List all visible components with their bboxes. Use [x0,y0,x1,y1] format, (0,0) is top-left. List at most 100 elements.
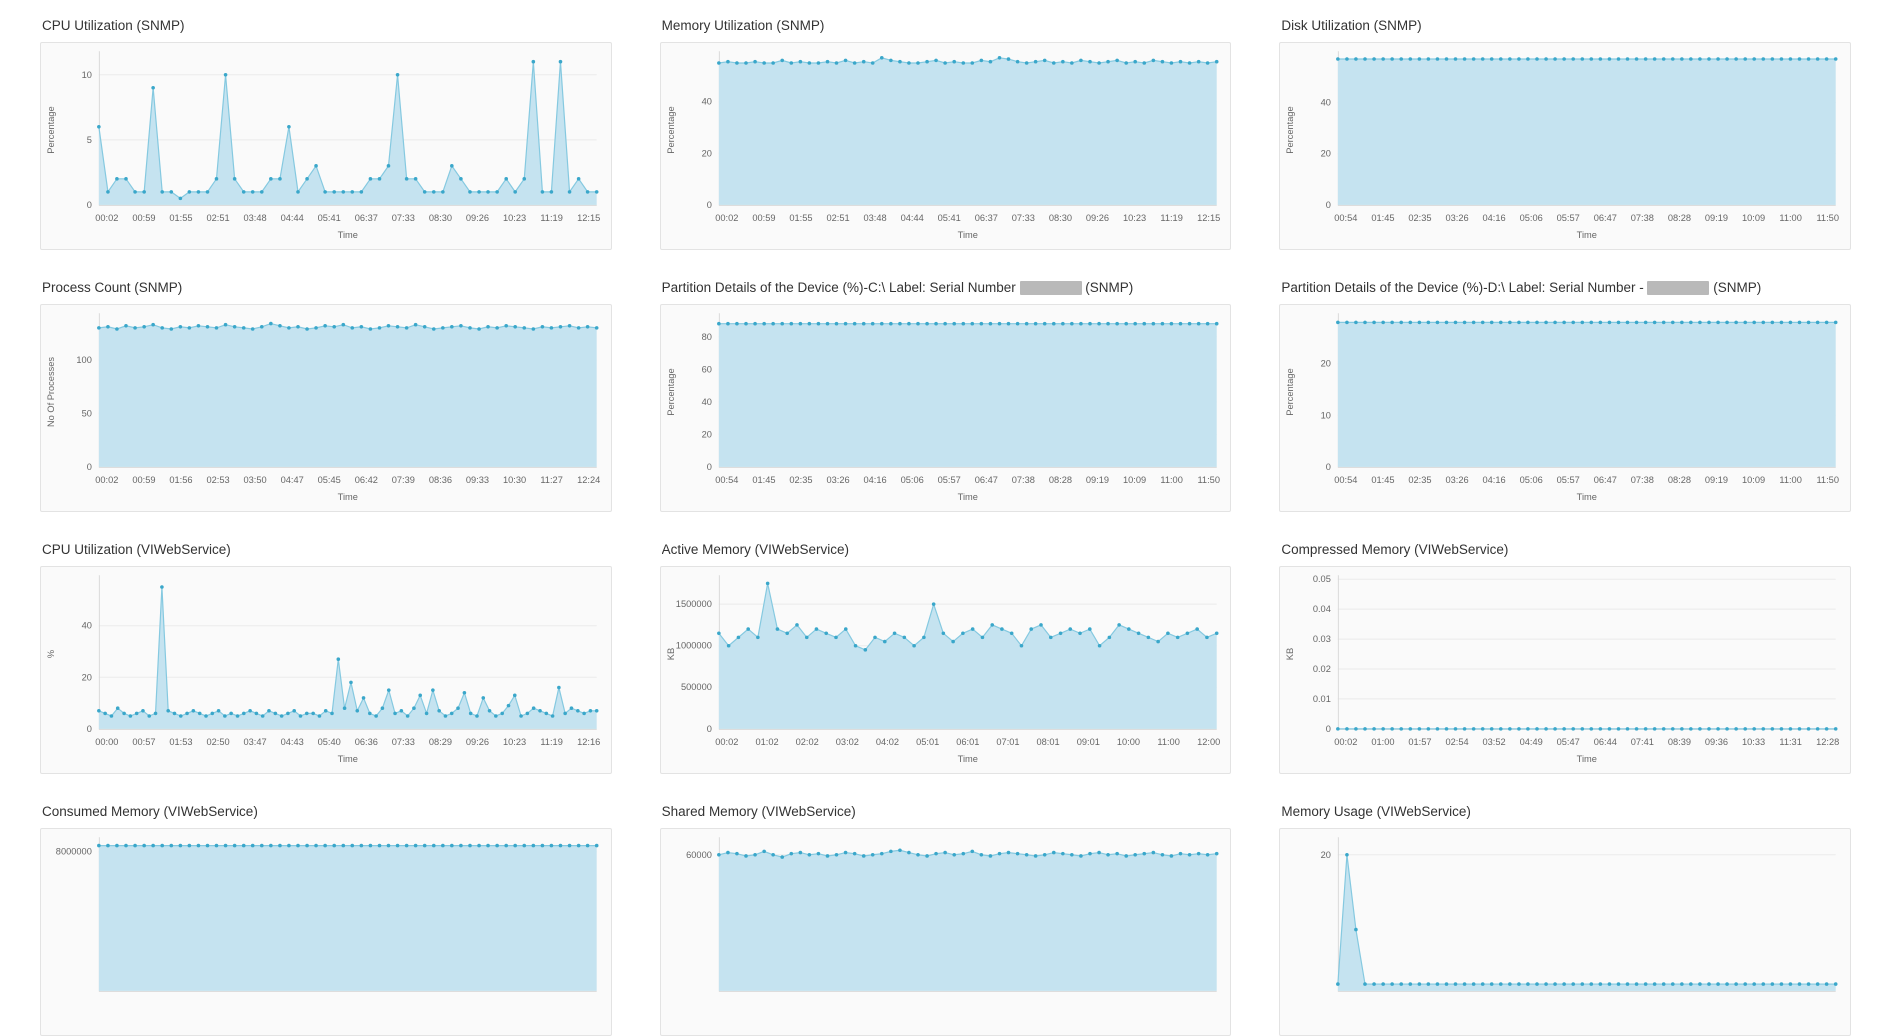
svg-text:Percentage: Percentage [1285,368,1295,415]
area-chart: 0 20 40 60 80 00:54 01:45 02:35 03:26 04:16 05:06 0… [666,313,1220,502]
svg-text:08:28: 08:28 [1668,475,1691,485]
svg-text:10:23: 10:23 [503,213,526,223]
svg-text:0: 0 [706,724,711,734]
svg-text:01:57: 01:57 [1409,737,1432,747]
area-chart: 20 [1321,837,1838,992]
svg-text:02:53: 02:53 [206,475,229,485]
svg-text:05:41: 05:41 [937,213,960,223]
chart-panel-partition-c-snmp: Partition Details of the Device (%)-C:\ … [659,280,1232,512]
svg-text:05:47: 05:47 [1557,737,1580,747]
chart-plot-memory-utilization-snmp[interactable]: 0 20 40 00:02 00:59 01:55 02:51 03:48 04:44 05:41… [659,42,1232,250]
svg-text:02:35: 02:35 [1409,475,1432,485]
svg-text:0: 0 [87,462,92,472]
svg-text:05:06: 05:06 [1520,213,1543,223]
chart-plot-disk-utilization-snmp[interactable]: 0 20 40 00:54 01:45 02:35 03:26 04:16 05:06 05:57… [1279,42,1851,250]
svg-text:00:02: 00:02 [95,213,118,223]
svg-text:06:47: 06:47 [1594,213,1617,223]
svg-text:04:44: 04:44 [281,213,304,223]
svg-text:05:57: 05:57 [1557,475,1580,485]
svg-text:01:45: 01:45 [1372,213,1395,223]
svg-text:0.02: 0.02 [1313,664,1331,674]
chart-plot-memory-usage-viwebservice[interactable]: 20 [1279,828,1851,1036]
svg-text:05:06: 05:06 [1520,475,1543,485]
svg-text:Percentage: Percentage [666,368,676,415]
chart-plot-process-count-snmp[interactable]: 0 50 100 00:02 00:59 01:56 02:53 03:50 04:47 05:4… [40,304,612,512]
svg-text:11:50: 11:50 [1817,213,1840,223]
svg-text:02:51: 02:51 [826,213,849,223]
svg-text:07:39: 07:39 [392,475,415,485]
svg-text:05:01: 05:01 [916,737,939,747]
svg-text:08:01: 08:01 [1036,737,1059,747]
svg-text:10:33: 10:33 [1742,737,1765,747]
svg-text:01:53: 01:53 [169,737,192,747]
svg-text:08:30: 08:30 [1049,213,1072,223]
svg-text:02:50: 02:50 [206,737,229,747]
svg-text:0: 0 [87,724,92,734]
svg-text:00:54: 00:54 [715,475,738,485]
svg-text:00:02: 00:02 [1335,737,1358,747]
svg-text:02:02: 02:02 [795,737,818,747]
svg-text:04:02: 04:02 [876,737,899,747]
svg-text:12:16: 12:16 [577,737,600,747]
chart-plot-cpu-utilization-snmp[interactable]: 0 5 10 00:02 00:59 01:55 02:51 03:48 04:44 05:41 0… [40,42,612,250]
svg-text:20: 20 [701,148,711,158]
chart-plot-shared-memory-viwebservice[interactable]: 60000 [659,828,1232,1036]
svg-text:40: 40 [82,621,92,631]
chart-plot-cpu-utilization-viwebservice[interactable]: 0 20 40 00:00 00:57 01:53 02:50 03:47 04:43 05:40… [40,566,612,774]
svg-text:05:57: 05:57 [937,475,960,485]
svg-text:Percentage: Percentage [666,106,676,153]
svg-text:01:02: 01:02 [755,737,778,747]
svg-text:100: 100 [76,355,91,365]
svg-text:11:00: 11:00 [1780,475,1802,485]
area-chart: 0 500000 1000000 1500000 00:02 01:02 02:02 03:0… [666,575,1220,764]
chart-plot-active-memory-viwebservice[interactable]: 0 500000 1000000 1500000 00:02 01:02 02:02 03:0… [659,566,1232,774]
svg-text:KB: KB [666,648,676,660]
area-chart: 0 5 10 00:02 00:59 01:55 02:51 03:48 04:44 05:41 0… [46,51,600,240]
svg-text:12:15: 12:15 [577,213,600,223]
svg-text:02:54: 02:54 [1446,737,1469,747]
svg-text:07:41: 07:41 [1631,737,1654,747]
svg-text:10: 10 [82,70,92,80]
chart-title: Disk Utilization (SNMP) [1281,18,1422,33]
chart-panel-cpu-utilization-viwebservice: CPU Utilization (VIWebService) 0 20 40 00:0… [40,542,612,774]
svg-text:5: 5 [87,135,92,145]
chart-panel-memory-utilization-snmp: Memory Utilization (SNMP) 0 20 40 00:02 00:5… [659,18,1232,250]
svg-text:40: 40 [701,97,711,107]
svg-text:Time: Time [338,754,358,764]
svg-text:08:28: 08:28 [1049,475,1072,485]
chart-plot-compressed-memory-viwebservice[interactable]: 0 0.01 0.02 0.03 0.04 0.05 00:02 01:00 01:57 02:5… [1279,566,1851,774]
svg-text:00:02: 00:02 [715,737,738,747]
chart-title: Active Memory (VIWebService) [661,542,849,557]
svg-text:11:19: 11:19 [1160,213,1182,223]
svg-text:08:30: 08:30 [429,213,452,223]
chart-title: Memory Usage (VIWebService) [1281,804,1471,819]
chart-title: Consumed Memory (VIWebService) [42,804,258,819]
svg-text:04:49: 04:49 [1520,737,1543,747]
svg-text:Time: Time [338,230,358,240]
svg-text:00:54: 00:54 [1335,213,1358,223]
chart-plot-partition-c-snmp[interactable]: 0 20 40 60 80 00:54 01:45 02:35 03:26 04:16 05:06 0… [659,304,1232,512]
svg-text:12:00: 12:00 [1197,737,1220,747]
svg-text:03:50: 03:50 [244,475,267,485]
svg-text:Time: Time [1577,754,1597,764]
svg-text:0: 0 [87,200,92,210]
svg-text:01:55: 01:55 [789,213,812,223]
svg-text:10: 10 [1321,410,1331,420]
svg-text:03:26: 03:26 [1446,475,1469,485]
svg-text:03:52: 03:52 [1483,737,1506,747]
chart-panel-process-count-snmp: Process Count (SNMP) 0 50 100 00:02 00:59 01:… [40,280,612,512]
svg-text:Percentage: Percentage [46,106,56,153]
area-chart: 0 20 40 00:02 00:59 01:55 02:51 03:48 04:44 05:41… [666,51,1220,240]
svg-text:11:00: 11:00 [1157,737,1180,747]
svg-text:50: 50 [82,408,92,418]
svg-text:12:24: 12:24 [577,475,600,485]
chart-plot-consumed-memory-viwebservice[interactable]: 8000000 [40,828,612,1036]
svg-text:04:16: 04:16 [1483,213,1506,223]
svg-text:09:36: 09:36 [1705,737,1728,747]
chart-title: Partition Details of the Device (%)-C:\ … [661,280,1134,296]
svg-text:06:42: 06:42 [355,475,378,485]
svg-text:00:00: 00:00 [95,737,118,747]
svg-text:00:02: 00:02 [95,475,118,485]
svg-text:10:23: 10:23 [503,737,526,747]
chart-plot-partition-d-snmp[interactable]: 0 10 20 00:54 01:45 02:35 03:26 04:16 05:06 05:57… [1279,304,1851,512]
